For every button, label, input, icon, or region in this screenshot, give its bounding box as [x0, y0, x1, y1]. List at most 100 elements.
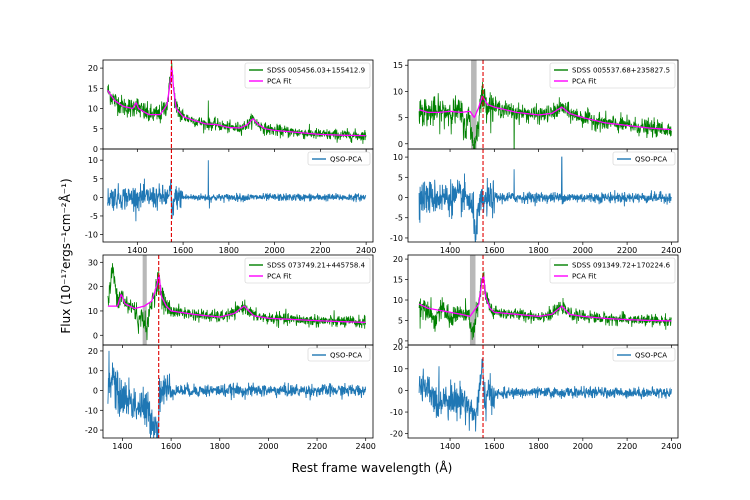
plot-area — [418, 60, 672, 149]
legend: QSO-PCA — [307, 347, 371, 362]
y-tick-label: 10 — [393, 153, 403, 162]
x-tick-label: 2200 — [617, 442, 637, 451]
x-tick-label: 1400 — [127, 246, 147, 255]
legend: QSO-PCA — [612, 151, 676, 166]
x-tick-label: 2000 — [573, 246, 593, 255]
y-axis-label: Flux (10⁻¹⁷ergs⁻¹cm⁻²Å⁻¹) — [58, 178, 73, 333]
y-tick-label: 10 — [88, 307, 98, 316]
x-ticks — [122, 345, 367, 348]
x-ticks: 1400 1600 1800 2000 2200 2400 — [440, 242, 682, 255]
x-tick-label: 2200 — [310, 246, 330, 255]
legend: SDSS 073749.21+445758.4 PCA Fit — [244, 257, 371, 284]
y-tick-label: 10 — [393, 296, 403, 305]
absorption-shade — [471, 60, 477, 149]
y-tick-label: 5 — [398, 173, 403, 182]
y-tick-label: 0 — [398, 140, 403, 149]
y-ticks: 0 10 20 30 — [88, 258, 103, 340]
y-ticks: -20 -10 0 10 20 — [390, 343, 408, 439]
x-tick-label: 1600 — [161, 442, 181, 451]
x-ticks: 1400 1600 1800 2000 2200 2400 — [127, 242, 376, 255]
y-tick-label: -10 — [85, 406, 98, 415]
y-tick-label: -10 — [390, 408, 403, 417]
panels-group: 0 5 10 15 20 SDSS 005456.03+155412.9 PCA Fit -1… — [85, 59, 682, 451]
panel-top-left-lower: -10 -5 0 5 10 1400 1600 1800 2000 2200 2400 QSO-PCA — [85, 148, 376, 255]
x-axis-label: Rest frame wavelength (Å) — [292, 460, 453, 475]
panel-bottom-left-upper: 0 10 20 30 SDSS 073749.21+445758.4 PCA Fit — [88, 254, 374, 348]
x-tick-label: 1800 — [210, 442, 230, 451]
panel-top-right-lower: -10 -5 0 5 10 1400 1600 1800 2000 2200 2400 QSO-PCA — [390, 148, 682, 255]
y-tick-label: -10 — [390, 234, 403, 243]
y-ticks: 0 5 10 15 — [393, 61, 408, 149]
y-tick-label: 5 — [398, 114, 403, 123]
panel-bottom-right-lower: -20 -10 0 10 20 1400 1600 1800 2000 2200 2400 QSO-P… — [390, 343, 682, 451]
y-tick-label: -20 — [390, 430, 403, 439]
panel-frame — [102, 344, 374, 439]
y-tick-label: 20 — [88, 347, 98, 356]
x-tick-label: 1600 — [173, 246, 193, 255]
x-tick-label: 2000 — [258, 442, 278, 451]
pca-fit-line — [107, 67, 366, 137]
x-tick-label: 2400 — [661, 246, 681, 255]
y-tick-label: 0 — [398, 194, 403, 203]
legend-label: SDSS 091349.72+170224.6 — [572, 262, 671, 270]
residual-line — [107, 350, 367, 438]
plot-area — [107, 149, 367, 242]
legend-label: PCA Fit — [267, 273, 292, 281]
absorption-shade — [469, 255, 476, 345]
legend-label: QSO-PCA — [635, 352, 667, 360]
x-tick-label: 2000 — [573, 442, 593, 451]
y-ticks: -20 -10 0 10 20 — [85, 347, 103, 435]
plot-area — [107, 345, 367, 438]
y-tick-label: 10 — [88, 156, 98, 165]
y-tick-label: 5 — [93, 175, 98, 184]
panel-bottom-right-upper: 0 5 10 15 20 SDSS 091349.72+170224.6 PCA Fit — [393, 254, 679, 348]
plot-area — [107, 255, 366, 345]
x-tick-label: 1600 — [484, 442, 504, 451]
residual-line — [418, 357, 672, 432]
y-tick-label: 15 — [88, 84, 98, 93]
plot-area — [418, 149, 672, 242]
x-tick-label: 2200 — [617, 246, 637, 255]
x-ticks — [136, 149, 367, 152]
legend-box — [307, 347, 371, 362]
legend-box — [612, 151, 676, 166]
legend-box — [307, 151, 371, 166]
y-ticks: -10 -5 0 5 10 — [85, 156, 103, 240]
residual-line — [418, 156, 672, 242]
y-tick-label: 15 — [393, 276, 403, 285]
y-tick-label: -20 — [85, 426, 98, 435]
legend: QSO-PCA — [307, 151, 371, 166]
x-tick-label: 1800 — [219, 246, 239, 255]
pca-fit-line — [107, 274, 366, 324]
x-ticks — [449, 345, 672, 348]
x-tick-label: 1800 — [528, 246, 548, 255]
pca-fit-line — [418, 95, 672, 131]
absorption-shade — [142, 255, 147, 345]
x-tick-label: 2400 — [356, 246, 376, 255]
legend-label: QSO-PCA — [635, 156, 667, 164]
legend: SDSS 005537.68+235827.5 PCA Fit — [549, 62, 676, 89]
y-tick-label: 0 — [93, 387, 98, 396]
legend-label: QSO-PCA — [330, 156, 362, 164]
x-tick-label: 2400 — [661, 442, 681, 451]
y-tick-label: 10 — [88, 105, 98, 114]
y-tick-label: -5 — [395, 214, 403, 223]
y-ticks: -10 -5 0 5 10 — [390, 153, 408, 243]
y-tick-label: 10 — [393, 365, 403, 374]
legend-label: SDSS 073749.21+445758.4 — [267, 262, 366, 270]
legend: SDSS 005456.03+155412.9 PCA Fit — [244, 62, 371, 89]
panel-frame — [407, 148, 679, 243]
plot-area — [418, 255, 672, 345]
panel-top-right-upper: 0 5 10 15 SDSS 005537.68+235827.5 PCA Fit — [393, 59, 679, 152]
x-ticks — [449, 149, 672, 152]
y-tick-label: -5 — [90, 212, 98, 221]
y-tick-label: 5 — [398, 316, 403, 325]
y-ticks: 0 5 10 15 20 — [88, 64, 103, 154]
y-tick-label: 0 — [93, 193, 98, 202]
panel-bottom-left-lower: -20 -10 0 10 20 1400 1600 1800 2000 2200 2400 QSO-P… — [85, 344, 376, 451]
x-tick-label: 2200 — [307, 442, 327, 451]
legend: SDSS 091349.72+170224.6 PCA Fit — [549, 257, 676, 284]
plot-area — [418, 345, 672, 438]
y-tick-label: 30 — [88, 258, 98, 267]
